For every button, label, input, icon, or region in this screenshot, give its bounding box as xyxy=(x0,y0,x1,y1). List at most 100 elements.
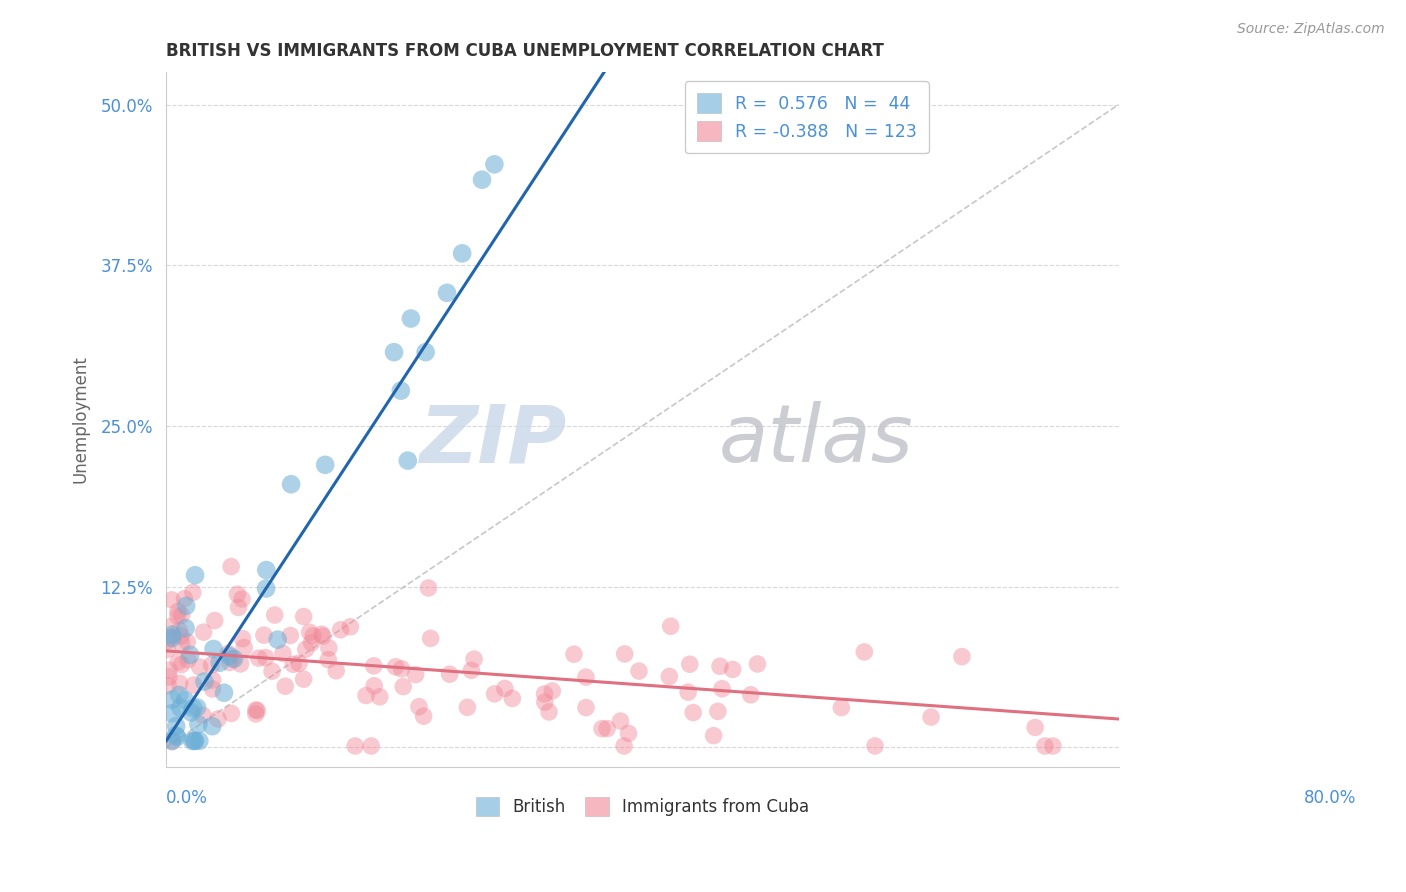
Point xyxy=(830,700,852,714)
Point xyxy=(170,636,193,650)
Point xyxy=(184,734,207,748)
Point xyxy=(254,582,277,596)
Point xyxy=(167,604,190,618)
Point xyxy=(541,684,564,698)
Point xyxy=(283,657,305,672)
Point xyxy=(181,701,204,715)
Point xyxy=(247,651,270,665)
Point xyxy=(591,722,613,736)
Point xyxy=(219,559,242,574)
Point xyxy=(245,706,267,721)
Point xyxy=(344,739,367,753)
Point xyxy=(613,739,636,753)
Point xyxy=(157,670,180,684)
Legend: British, Immigrants from Cuba: British, Immigrants from Cuba xyxy=(467,789,817,824)
Point xyxy=(221,652,243,666)
Point xyxy=(384,660,406,674)
Point xyxy=(363,658,385,673)
Point xyxy=(298,625,321,640)
Point xyxy=(920,710,942,724)
Point xyxy=(174,693,197,707)
Point xyxy=(658,669,681,683)
Point xyxy=(170,657,193,672)
Point xyxy=(166,730,188,744)
Point xyxy=(169,624,191,638)
Point xyxy=(460,664,482,678)
Point xyxy=(316,652,339,666)
Text: BRITISH VS IMMIGRANTS FROM CUBA UNEMPLOYMENT CORRELATION CHART: BRITISH VS IMMIGRANTS FROM CUBA UNEMPLOY… xyxy=(166,42,884,60)
Point xyxy=(613,647,636,661)
Text: 80.0%: 80.0% xyxy=(1305,789,1357,806)
Point xyxy=(494,681,516,696)
Point xyxy=(226,587,249,601)
Point xyxy=(596,722,619,736)
Point xyxy=(201,681,224,696)
Point xyxy=(208,656,231,670)
Point xyxy=(740,688,762,702)
Point xyxy=(412,709,434,723)
Point xyxy=(408,699,430,714)
Point xyxy=(167,655,190,669)
Point xyxy=(218,648,240,663)
Point xyxy=(617,726,640,740)
Point xyxy=(160,631,183,645)
Point xyxy=(233,640,256,655)
Point xyxy=(191,708,214,723)
Point xyxy=(170,608,193,623)
Point xyxy=(280,477,302,491)
Point xyxy=(419,632,441,646)
Point xyxy=(709,659,731,673)
Point xyxy=(312,629,335,643)
Point xyxy=(354,689,377,703)
Text: 0.0%: 0.0% xyxy=(166,789,208,806)
Point xyxy=(201,719,224,733)
Point xyxy=(950,649,973,664)
Point xyxy=(292,609,315,624)
Point xyxy=(229,657,252,671)
Point xyxy=(184,568,207,582)
Point xyxy=(533,687,555,701)
Point xyxy=(166,609,188,624)
Point xyxy=(173,591,195,606)
Point xyxy=(186,700,208,714)
Point xyxy=(360,739,382,753)
Point xyxy=(169,676,191,690)
Point xyxy=(575,700,598,714)
Point xyxy=(231,632,253,646)
Point xyxy=(181,585,204,599)
Point xyxy=(676,685,699,699)
Point xyxy=(451,246,474,260)
Point xyxy=(329,623,352,637)
Point xyxy=(274,679,297,693)
Point xyxy=(181,734,204,748)
Point xyxy=(160,627,183,641)
Point xyxy=(292,672,315,686)
Point xyxy=(201,658,224,673)
Point xyxy=(463,652,485,666)
Point xyxy=(160,692,183,706)
Point xyxy=(218,656,240,670)
Point xyxy=(260,665,283,679)
Point xyxy=(627,664,650,678)
Point xyxy=(176,635,198,649)
Point xyxy=(174,599,197,613)
Point xyxy=(193,674,215,689)
Point xyxy=(609,714,631,728)
Point xyxy=(187,717,209,731)
Point xyxy=(853,645,876,659)
Point xyxy=(295,642,318,657)
Point xyxy=(399,311,422,326)
Point xyxy=(177,653,200,667)
Point xyxy=(863,739,886,753)
Point xyxy=(318,640,340,655)
Point xyxy=(311,627,333,641)
Point xyxy=(159,631,181,645)
Point xyxy=(160,734,183,748)
Point xyxy=(368,690,391,704)
Text: Source: ZipAtlas.com: Source: ZipAtlas.com xyxy=(1237,22,1385,37)
Point xyxy=(245,703,267,717)
Point xyxy=(575,670,598,684)
Point xyxy=(183,734,205,748)
Point xyxy=(165,719,187,733)
Point xyxy=(204,614,226,628)
